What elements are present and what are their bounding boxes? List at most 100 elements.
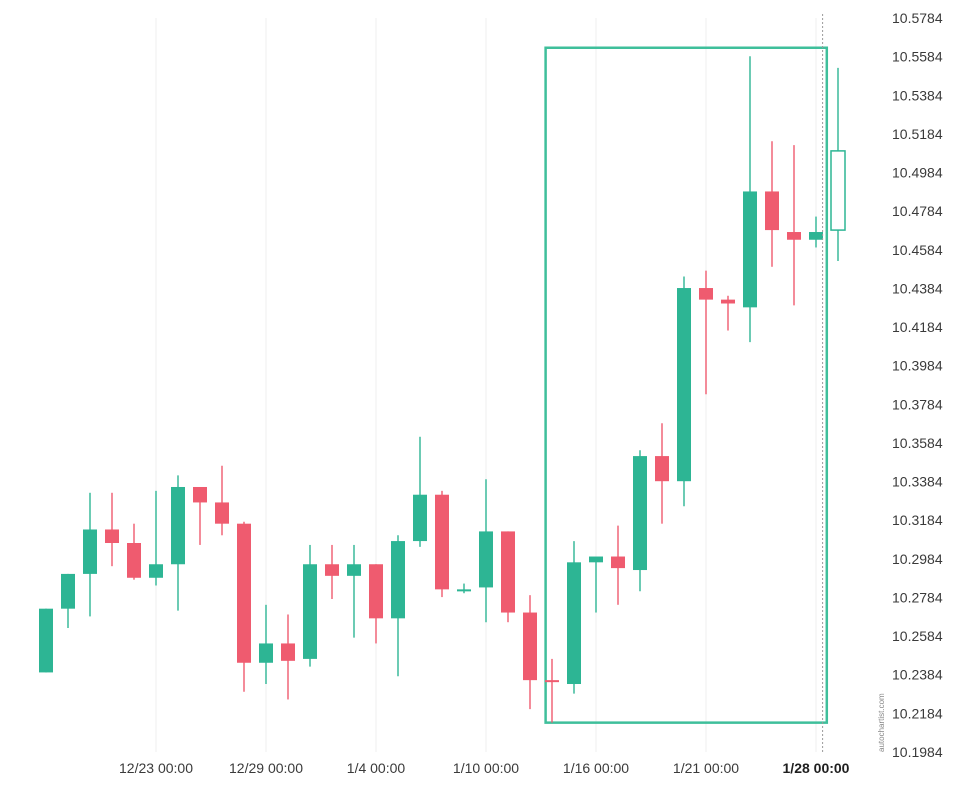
candle bbox=[193, 486, 207, 545]
y-tick-label: 10.2184 bbox=[892, 705, 943, 721]
candle-body bbox=[830, 150, 846, 231]
candle bbox=[655, 423, 669, 524]
candle bbox=[567, 541, 581, 694]
candle-body bbox=[743, 191, 757, 308]
candle bbox=[633, 450, 647, 592]
candle-body bbox=[787, 232, 801, 240]
candle bbox=[325, 544, 339, 600]
x-tick-label: 1/4 00:00 bbox=[347, 760, 406, 776]
x-tick-label: 12/23 00:00 bbox=[119, 760, 193, 776]
y-tick-label: 10.2984 bbox=[892, 551, 943, 567]
candle bbox=[61, 573, 75, 628]
candle-body bbox=[457, 589, 471, 592]
candle-body bbox=[215, 502, 229, 524]
y-tick-label: 10.3984 bbox=[892, 358, 943, 374]
candle-body bbox=[589, 556, 603, 563]
candle-body bbox=[721, 299, 735, 304]
candle-body bbox=[765, 191, 779, 231]
candle bbox=[39, 608, 53, 673]
watermark-text: autochartist.com bbox=[877, 693, 886, 752]
candle bbox=[303, 544, 317, 667]
x-axis: 12/23 00:00 12/29 00:00 1/4 00:00 1/10 00:0… bbox=[119, 760, 850, 776]
x-tick-label: 1/28 00:00 bbox=[783, 760, 850, 776]
candle-body bbox=[303, 564, 317, 659]
candle bbox=[479, 479, 493, 623]
candle-body bbox=[281, 643, 295, 661]
candle-body bbox=[655, 456, 669, 482]
y-axis: 10.1984 10.2184 10.2384 10.2584 10.2784 10.29… bbox=[892, 10, 943, 760]
candle bbox=[545, 658, 559, 723]
candle bbox=[435, 490, 449, 598]
candle-body bbox=[391, 541, 405, 619]
candle bbox=[457, 583, 471, 594]
candle-body bbox=[413, 494, 427, 542]
candles bbox=[39, 56, 846, 723]
candle-body bbox=[149, 564, 163, 578]
x-tick-label: 1/10 00:00 bbox=[453, 760, 519, 776]
y-tick-label: 10.4784 bbox=[892, 203, 943, 219]
candle bbox=[611, 525, 625, 605]
candle bbox=[347, 544, 361, 638]
candle-body bbox=[39, 608, 53, 673]
highlight-box bbox=[544, 46, 829, 724]
candle-body bbox=[501, 531, 515, 613]
y-tick-label: 10.4984 bbox=[892, 165, 943, 181]
y-tick-label: 10.3784 bbox=[892, 396, 943, 412]
candle-body bbox=[809, 232, 823, 240]
candle bbox=[787, 145, 801, 306]
y-tick-label: 10.5584 bbox=[892, 49, 943, 65]
x-tick-label: 12/29 00:00 bbox=[229, 760, 303, 776]
candle-body bbox=[545, 680, 559, 683]
candle bbox=[677, 276, 691, 507]
candle bbox=[765, 141, 779, 267]
candle-body bbox=[523, 612, 537, 681]
candle-body bbox=[611, 556, 625, 569]
candle bbox=[589, 556, 603, 613]
candle-body bbox=[435, 494, 449, 590]
highlight-box-rect bbox=[544, 46, 829, 724]
candle bbox=[523, 595, 537, 710]
candle bbox=[105, 492, 119, 567]
candle-body bbox=[193, 486, 207, 503]
candle bbox=[369, 564, 383, 644]
candle bbox=[149, 490, 163, 586]
candle-body bbox=[369, 564, 383, 619]
candle bbox=[215, 465, 229, 536]
candle bbox=[413, 436, 427, 547]
candle-body bbox=[325, 564, 339, 576]
x-tick-label: 1/21 00:00 bbox=[673, 760, 739, 776]
candle-body bbox=[633, 456, 647, 571]
candle bbox=[391, 535, 405, 677]
y-tick-label: 10.2784 bbox=[892, 589, 943, 605]
candle-body bbox=[259, 643, 273, 663]
y-tick-label: 10.5384 bbox=[892, 87, 943, 103]
y-tick-label: 10.4184 bbox=[892, 319, 943, 335]
candle bbox=[281, 614, 295, 700]
candle bbox=[127, 523, 141, 580]
candle-body bbox=[105, 529, 119, 544]
candle bbox=[83, 492, 97, 617]
y-tick-label: 10.5184 bbox=[892, 126, 943, 142]
y-tick-label: 10.2384 bbox=[892, 667, 943, 683]
candle-body bbox=[61, 573, 75, 609]
candle bbox=[699, 270, 713, 395]
y-tick-label: 10.4584 bbox=[892, 242, 943, 258]
candle bbox=[171, 475, 185, 611]
y-tick-label: 10.3584 bbox=[892, 435, 943, 451]
candle-body bbox=[127, 543, 141, 578]
y-tick-label: 10.2584 bbox=[892, 628, 943, 644]
candle-body bbox=[699, 288, 713, 300]
candle-body bbox=[237, 523, 251, 663]
candle-body bbox=[171, 486, 185, 565]
candle bbox=[721, 295, 735, 331]
candle bbox=[501, 531, 515, 623]
grid-lines bbox=[155, 18, 817, 752]
candle bbox=[259, 604, 273, 685]
candle-body bbox=[347, 564, 361, 576]
candle bbox=[237, 521, 251, 692]
candle bbox=[830, 67, 846, 261]
x-tick-label: 1/16 00:00 bbox=[563, 760, 629, 776]
candle-body bbox=[567, 562, 581, 685]
candle-body bbox=[83, 529, 97, 574]
